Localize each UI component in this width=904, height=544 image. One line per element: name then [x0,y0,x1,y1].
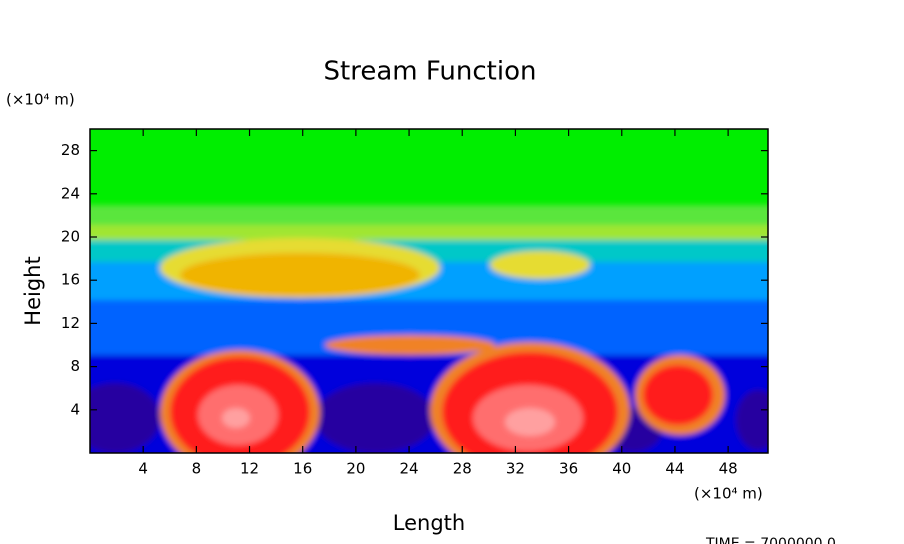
contour-region [180,253,420,297]
x-tick-label: 40 [612,460,631,478]
x-tick-label: 32 [506,460,525,478]
chart-title: Stream Function [324,57,537,87]
x-tick-label: 44 [665,460,684,478]
contour-region [222,408,250,428]
contour-region [505,408,555,436]
x-tick-label: 20 [346,460,365,478]
contour-region [315,383,435,453]
y-tick-label: 28 [61,141,80,159]
x-tick-label: 12 [240,460,259,478]
x-tick-label: 24 [400,460,419,478]
contour-region [490,251,590,279]
x-tick-label: 36 [559,460,578,478]
plot-frame [89,128,769,454]
time-label: TIME = 7000000.0 [705,536,836,544]
x-tick-label: 4 [138,460,148,478]
x-tick-label: 16 [293,460,312,478]
y-tick-label: 8 [70,357,80,375]
contour-region [90,383,160,453]
x-tick-label: 28 [453,460,472,478]
contour-field [90,129,768,453]
y-tick-label: 16 [61,271,80,289]
contour-region [325,335,495,355]
contour-region [643,365,713,425]
x-axis-label: Length [393,511,465,535]
y-tick-label: 20 [61,228,80,246]
y-axis-label: Height [21,256,45,325]
y-tick-label: 12 [61,314,80,332]
x-unit: (×10⁴ m) [694,485,763,503]
contour-region [736,390,768,450]
y-unit: (×10⁴ m) [6,91,75,109]
y-tick-label: 4 [70,400,80,418]
x-tick-label: 8 [192,460,202,478]
y-tick-label: 24 [61,184,80,202]
x-tick-label: 48 [719,460,738,478]
